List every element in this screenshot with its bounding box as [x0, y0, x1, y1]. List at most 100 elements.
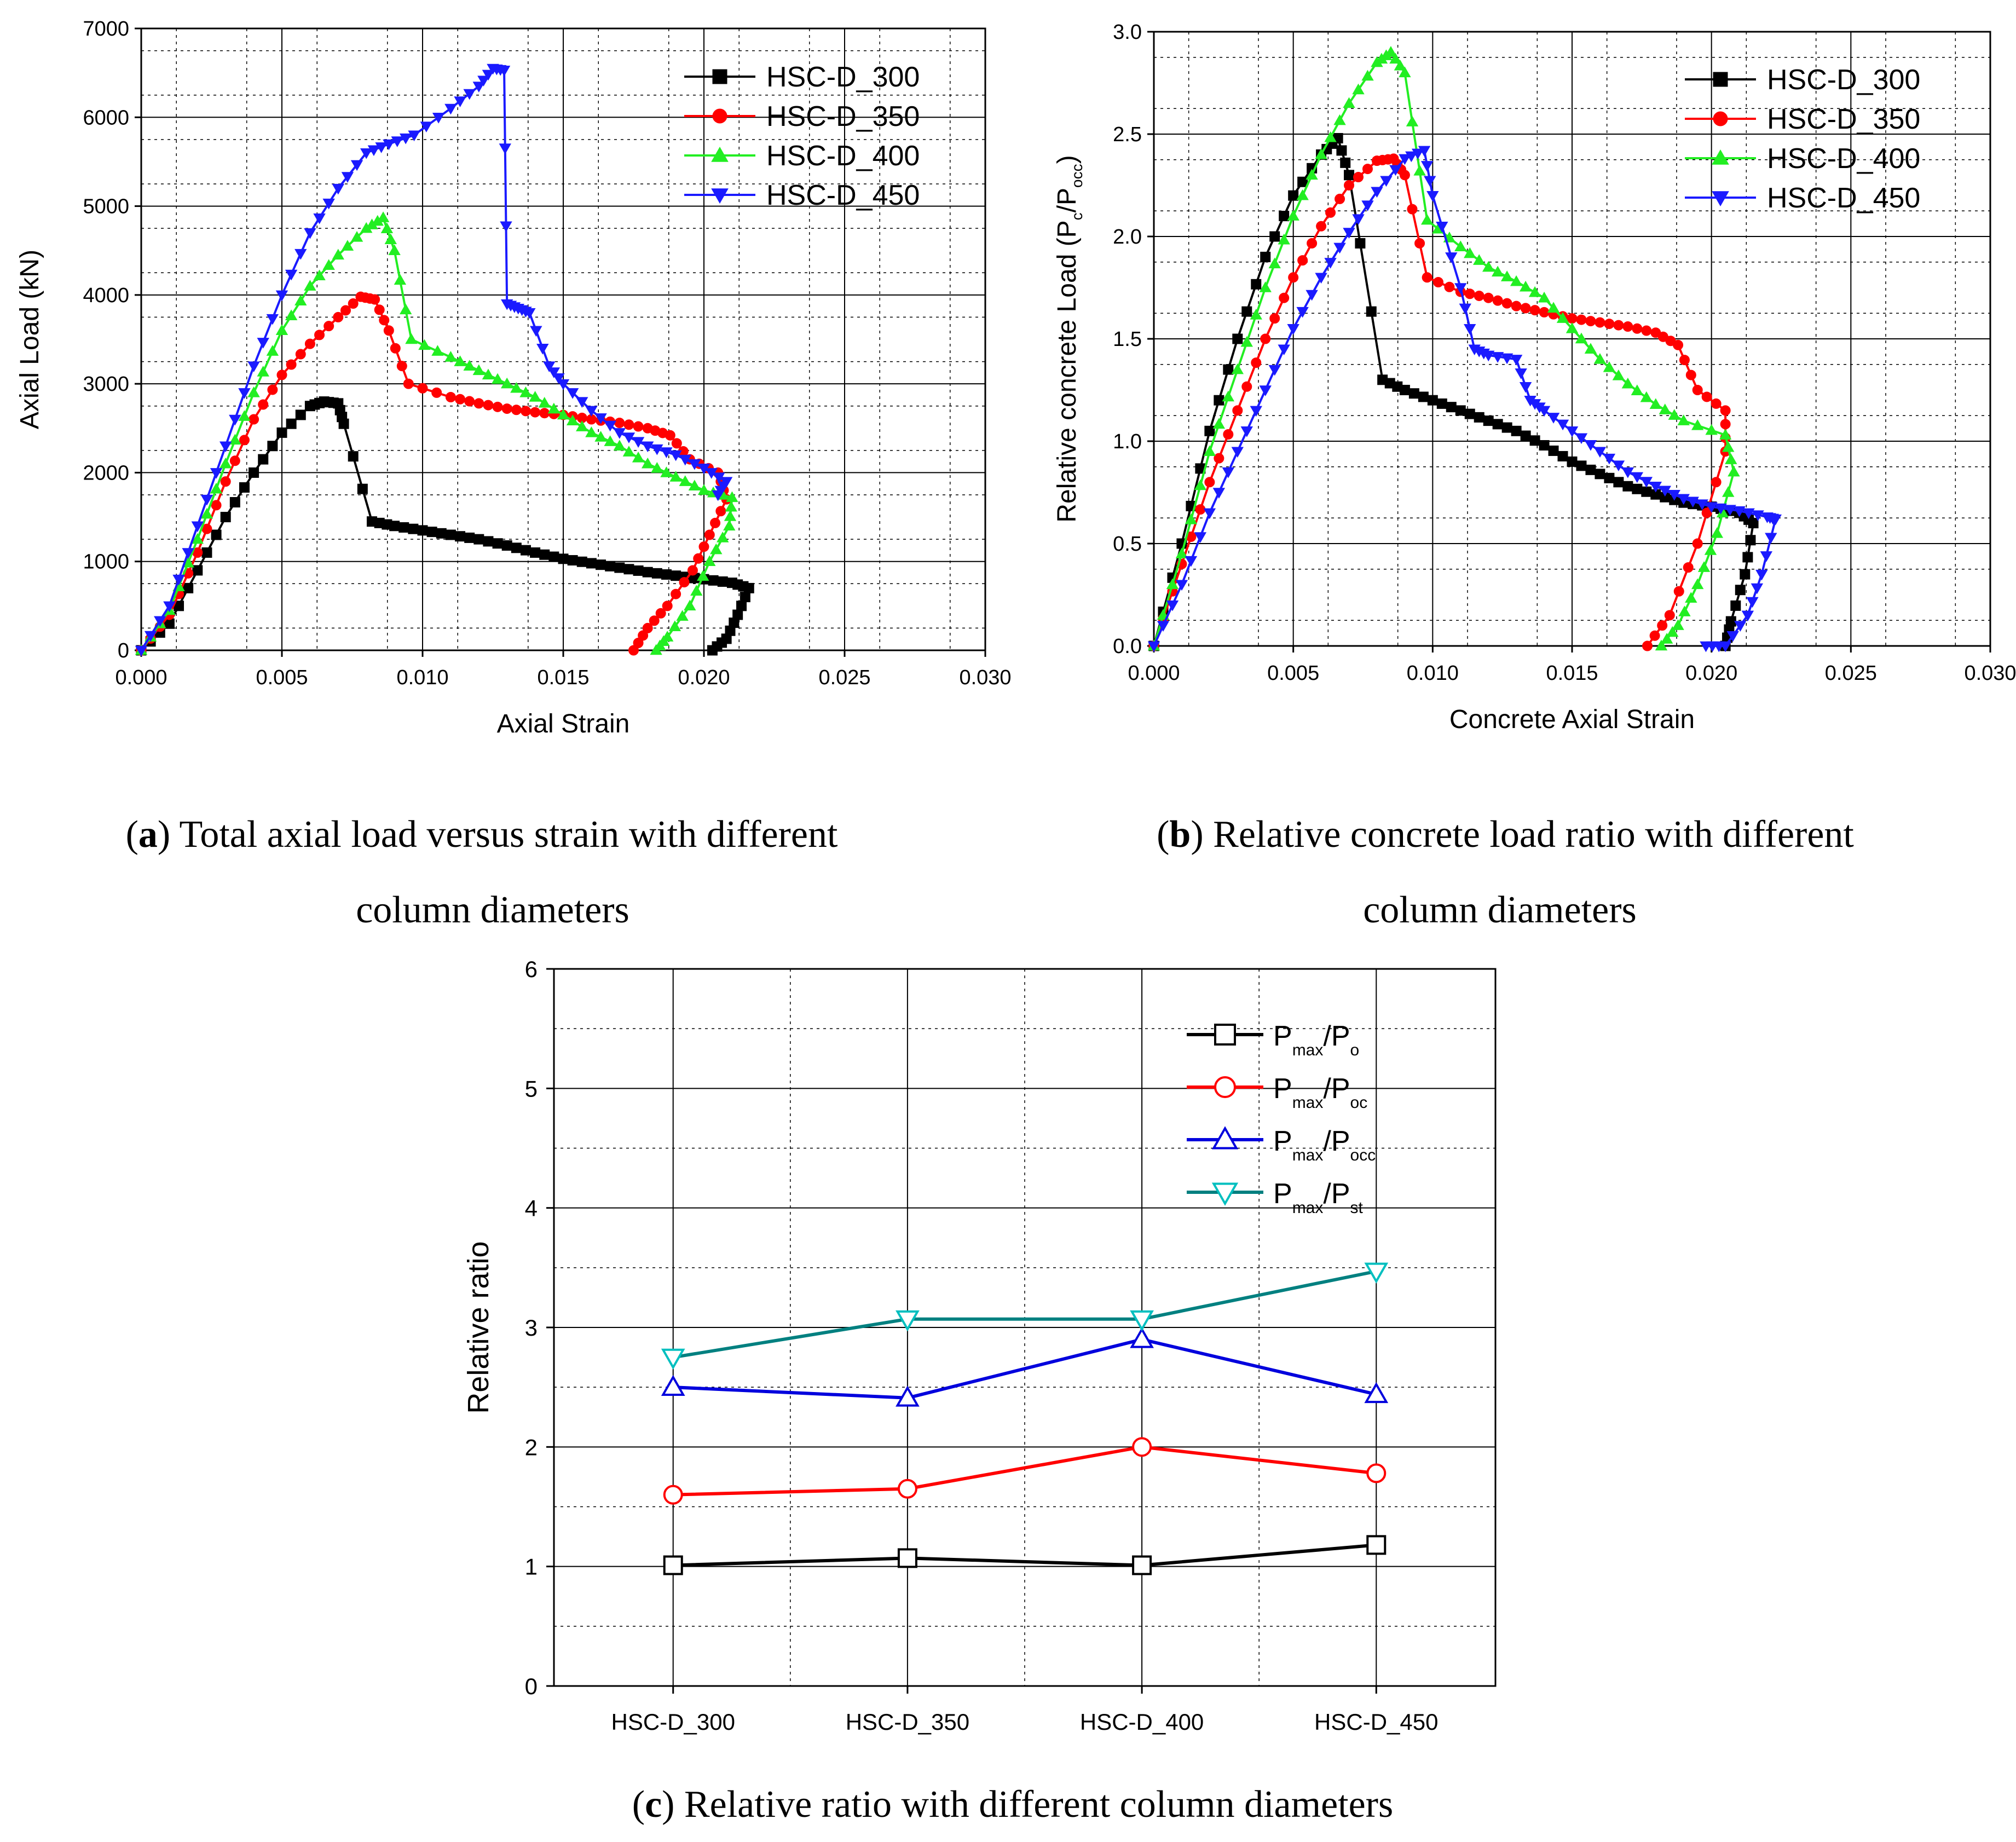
x-tick-label: 0.020 — [678, 666, 730, 689]
data-point — [332, 183, 345, 195]
data-point — [717, 576, 728, 587]
data-point — [1640, 391, 1653, 402]
data-point — [1538, 406, 1551, 417]
legend-marker — [711, 188, 729, 204]
y-tick-label: 4000 — [83, 284, 129, 307]
legend-label-sub: max — [1292, 1199, 1324, 1217]
data-point — [1241, 381, 1252, 392]
data-point — [1212, 418, 1226, 429]
data-point — [403, 378, 414, 389]
data-point — [1705, 502, 1718, 513]
data-point — [1240, 426, 1253, 437]
data-point — [585, 426, 598, 437]
legend-label: HSC-D_300 — [1767, 64, 1920, 96]
data-point — [1399, 66, 1411, 78]
data-point — [1353, 172, 1364, 183]
y-tick-label: 1.5 — [1113, 328, 1142, 351]
y-tick-label: 0 — [118, 639, 129, 662]
data-point — [679, 475, 691, 486]
data-point — [557, 408, 570, 420]
data-point — [736, 600, 747, 611]
data-point — [1433, 277, 1444, 288]
data-point — [1697, 561, 1711, 572]
caption-b: (b) Relative concrete load ratio with di… — [1157, 813, 1854, 856]
data-point — [1259, 385, 1272, 396]
data-point — [418, 339, 431, 350]
legend-marker — [1211, 1182, 1239, 1206]
data-point — [313, 213, 326, 224]
data-point — [1384, 46, 1397, 57]
data-point — [547, 402, 561, 414]
data-point — [1547, 413, 1560, 424]
data-point — [1539, 440, 1550, 451]
data-point — [388, 244, 401, 255]
data-point — [1315, 273, 1327, 284]
data-point — [1232, 333, 1243, 344]
x-tick-label: 0.015 — [1546, 662, 1598, 685]
data-point — [1166, 578, 1179, 590]
data-point — [1194, 532, 1207, 543]
x-tick-label: 0.005 — [256, 666, 308, 689]
x-axis-label: Axial Strain — [497, 709, 630, 738]
data-point — [1679, 355, 1690, 366]
data-point — [1251, 357, 1262, 368]
data-point — [1418, 146, 1431, 157]
data-point — [896, 1310, 920, 1332]
data-point — [1482, 261, 1495, 272]
data-point — [500, 377, 513, 389]
data-point — [463, 89, 476, 100]
data-point — [1352, 214, 1365, 225]
data-point — [408, 130, 420, 142]
data-point — [897, 1479, 917, 1499]
legend-label-sub: max — [1292, 1146, 1324, 1164]
data-point — [622, 432, 636, 443]
data-point — [1613, 477, 1624, 488]
data-point — [341, 240, 354, 251]
data-point — [1408, 388, 1419, 399]
series-HSC-D_300 — [136, 396, 754, 656]
data-point — [1642, 640, 1653, 651]
data-point — [1166, 600, 1179, 611]
legend-label: HSC-D_400 — [766, 140, 920, 172]
data-point — [1714, 503, 1727, 515]
data-point — [663, 1555, 683, 1575]
data-point — [1740, 569, 1751, 580]
data-point — [896, 1385, 920, 1407]
data-point — [1364, 1262, 1389, 1284]
data-point — [1250, 406, 1262, 417]
y-tick-label: 1000 — [83, 551, 129, 574]
data-point — [1576, 314, 1587, 325]
data-point — [662, 600, 673, 611]
data-point — [1711, 527, 1724, 538]
data-point — [1691, 578, 1704, 590]
legend-label-part: /P — [1323, 1125, 1350, 1157]
data-point — [1355, 238, 1366, 249]
data-point — [604, 435, 616, 446]
data-point — [1464, 324, 1476, 335]
data-point — [1240, 336, 1253, 347]
y-tick-label: 2 — [525, 1434, 538, 1460]
data-point — [649, 615, 660, 626]
data-point — [338, 418, 349, 429]
data-point — [669, 450, 682, 461]
data-point — [676, 610, 689, 621]
data-point — [1343, 228, 1355, 239]
data-point — [444, 351, 457, 362]
legend-label-part: P — [1273, 1178, 1292, 1210]
y-tick-label: 1.0 — [1113, 430, 1142, 453]
data-point — [464, 396, 475, 407]
data-point — [1414, 238, 1425, 249]
data-point — [229, 497, 240, 508]
legend-label-part: P — [1273, 1125, 1292, 1157]
data-point — [1491, 352, 1504, 363]
data-point — [266, 345, 279, 356]
data-point — [633, 565, 644, 576]
data-point — [707, 645, 718, 656]
data-point — [1333, 242, 1346, 254]
data-point — [1454, 283, 1467, 294]
data-point — [229, 455, 240, 466]
series-Pmax/Pocc — [661, 1327, 1389, 1407]
legend-label: HSC-D_450 — [1767, 182, 1920, 214]
data-point — [1231, 363, 1244, 374]
y-axis-label: Relative concrete Load (Pc/Pocc) — [1053, 155, 1085, 522]
